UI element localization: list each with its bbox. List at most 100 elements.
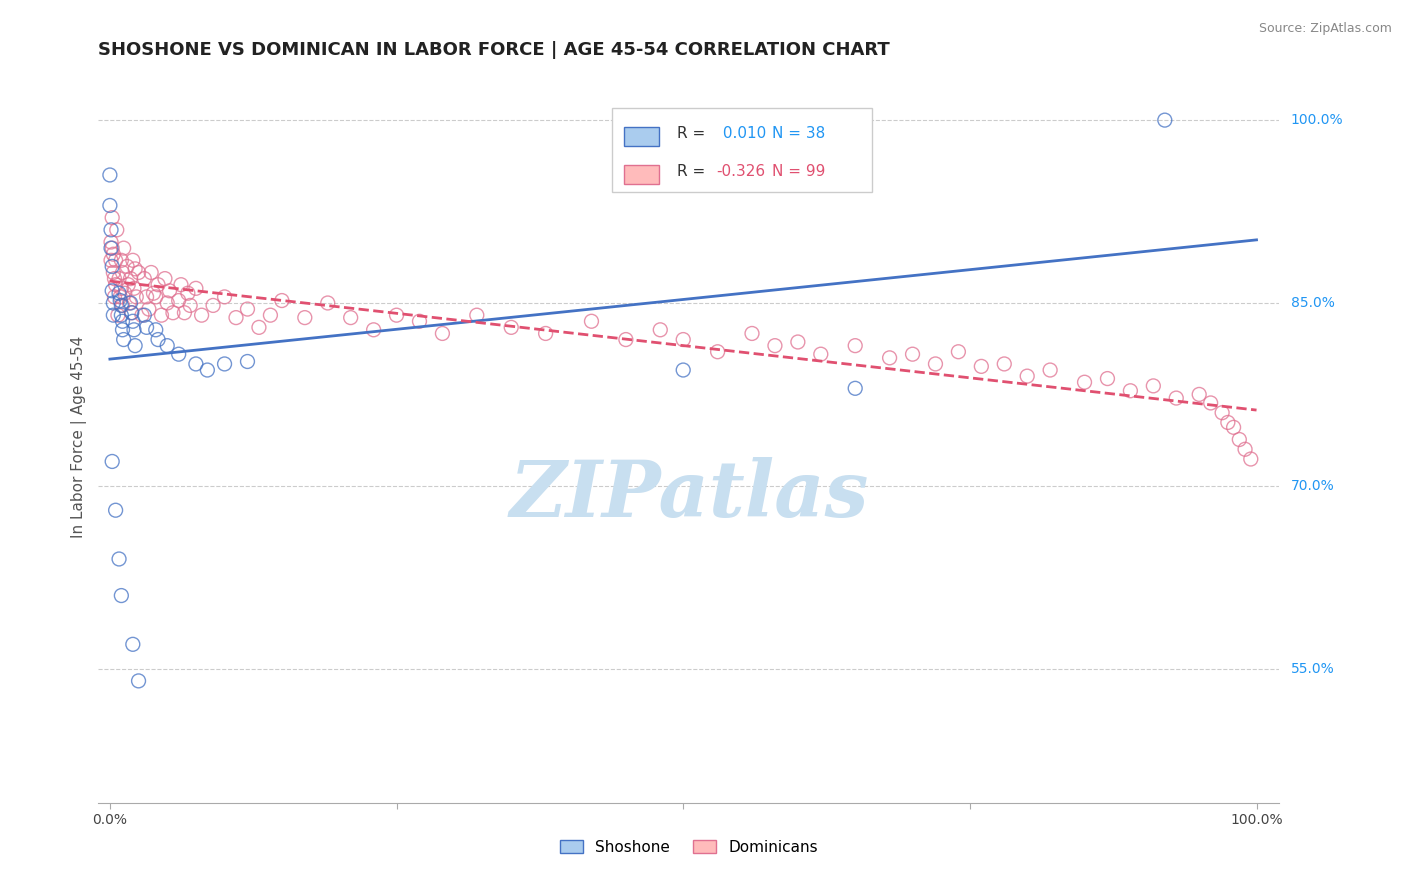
Point [98,198,121,212]
Point [501,320,523,334]
Point [110,281,132,295]
Point [101,241,124,255]
Point [103,265,125,279]
Point [110,253,132,268]
Point [1240,452,1263,467]
Point [741,326,763,341]
Point [145,323,167,337]
Point [177,286,200,301]
Point [121,253,143,268]
Point [103,296,125,310]
Point [104,277,127,292]
Legend: Shoshone, Dominicans: Shoshone, Dominicans [554,834,824,861]
Point [581,314,603,328]
Point [190,308,212,322]
Point [1039,363,1062,377]
Point [432,326,454,341]
Text: 70.0%: 70.0% [1291,479,1334,493]
Point [100,241,122,255]
Point [672,333,695,347]
Point [465,308,488,322]
Point [122,281,145,295]
Point [111,314,134,328]
Point [614,333,637,347]
Point [103,290,125,304]
Point [225,310,247,325]
FancyBboxPatch shape [612,108,872,192]
Point [650,323,672,337]
Point [162,306,184,320]
Point [108,293,131,308]
Point [100,235,122,249]
Text: N = 99: N = 99 [772,164,825,179]
Point [153,271,176,285]
Point [706,344,728,359]
Point [107,308,129,322]
Point [408,314,430,328]
Point [763,339,786,353]
Point [134,271,156,285]
Point [1211,406,1233,420]
Point [128,673,150,688]
Point [122,323,145,337]
Point [948,344,970,359]
Point [112,333,135,347]
Point [156,339,179,353]
Point [844,381,866,395]
Point [170,277,193,292]
Point [128,265,150,279]
Point [104,503,127,517]
Point [1142,379,1164,393]
Point [534,326,557,341]
Point [179,298,201,312]
Point [101,284,124,298]
Point [120,296,142,310]
Point [110,298,132,312]
Point [121,306,143,320]
Point [993,357,1015,371]
Point [184,357,207,371]
Point [103,247,125,261]
Point [98,168,121,182]
Point [150,308,173,322]
Point [115,260,138,274]
Point [111,298,134,312]
Point [156,296,179,310]
Point [100,223,122,237]
Text: 85.0%: 85.0% [1291,296,1334,310]
Point [142,286,165,301]
Text: -0.326: -0.326 [716,164,765,179]
Point [167,293,190,308]
Point [247,320,270,334]
Point [1166,391,1188,405]
Point [145,290,167,304]
Point [121,637,143,651]
Point [138,301,160,317]
Text: N = 38: N = 38 [772,126,825,141]
Point [1227,433,1250,447]
Point [924,357,946,371]
Point [363,323,385,337]
Point [131,308,153,322]
Point [121,314,143,328]
Text: 100.0%: 100.0% [1291,113,1343,128]
Point [270,293,292,308]
Point [100,253,122,268]
Point [103,308,125,322]
Point [786,334,808,349]
Text: R =: R = [678,126,710,141]
Point [110,589,132,603]
Point [134,308,156,322]
Point [1222,420,1244,434]
Point [214,357,236,371]
Point [101,454,124,468]
Point [879,351,901,365]
Point [105,223,128,237]
Point [236,354,259,368]
Point [259,308,281,322]
Point [111,323,134,337]
Point [103,271,125,285]
Point [810,347,832,361]
Point [108,290,131,304]
Point [339,310,361,325]
